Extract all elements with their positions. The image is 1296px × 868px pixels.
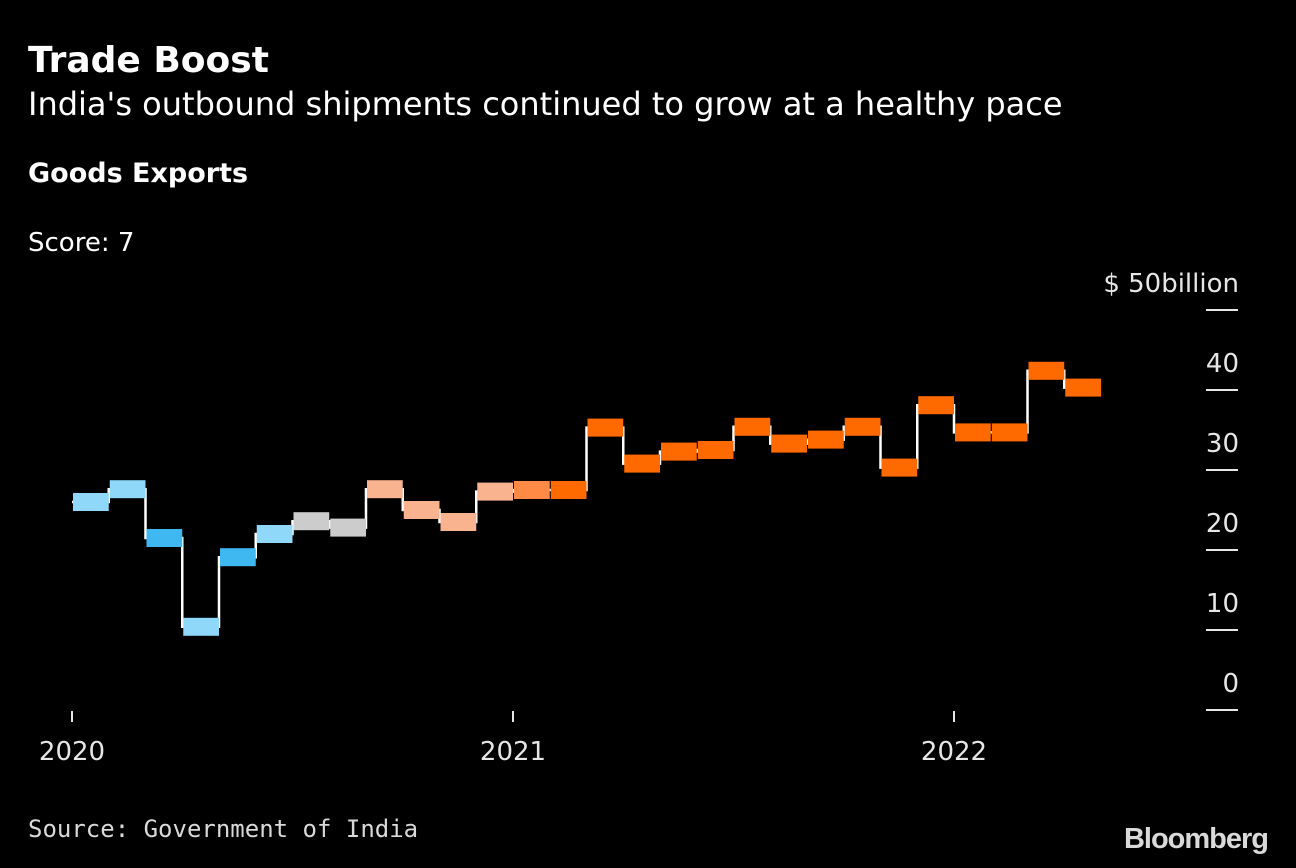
bloomberg-logo: Bloomberg bbox=[1123, 823, 1269, 855]
data-bar-2020-06 bbox=[256, 525, 293, 543]
data-bar-2020-04 bbox=[183, 617, 219, 636]
y-tick-label-50: $ 50billion bbox=[1103, 269, 1239, 299]
data-bar-2021-07 bbox=[734, 417, 771, 436]
data-bar-2020-05 bbox=[220, 548, 256, 567]
data-bar-2022-01 bbox=[955, 423, 991, 442]
score-label: Score: 7 bbox=[28, 228, 135, 258]
data-bar-2022-03 bbox=[1028, 361, 1065, 380]
data-bar-2022-02 bbox=[991, 423, 1028, 442]
data-bar-2020-10 bbox=[403, 501, 440, 519]
data-bar-2020-02 bbox=[109, 480, 146, 499]
data-bar-2020-09 bbox=[367, 480, 403, 499]
data-bar-2021-03 bbox=[587, 418, 624, 437]
chart-subtitle: India's outbound shipments continued to … bbox=[28, 85, 1063, 123]
x-axis: 2020 2021 2022 bbox=[39, 711, 987, 767]
y-tick-label-0: 0 bbox=[1222, 669, 1239, 699]
chart-title: Trade Boost bbox=[28, 40, 269, 81]
y-axis: 0 10 20 30 40 $ 50billion bbox=[1103, 269, 1239, 711]
x-tick-label-2021: 2021 bbox=[480, 737, 546, 767]
y-tick-label-10: 10 bbox=[1206, 589, 1239, 619]
data-bar-2020-07 bbox=[293, 512, 330, 531]
data-bar-2021-09 bbox=[808, 430, 844, 449]
data-bar-2020-03 bbox=[146, 529, 183, 547]
data-bar-2021-01 bbox=[514, 481, 550, 499]
data-bar-2022-04 bbox=[1065, 378, 1101, 397]
data-bars bbox=[73, 361, 1101, 636]
data-bar-2021-06 bbox=[697, 441, 734, 459]
data-bar-2020-08 bbox=[330, 518, 366, 537]
x-tick-label-2020: 2020 bbox=[39, 737, 105, 767]
data-bar-2021-10 bbox=[844, 417, 881, 436]
data-bar-2021-05 bbox=[661, 442, 697, 461]
y-tick-label-30: 30 bbox=[1206, 429, 1239, 459]
chart-series-label: Goods Exports bbox=[28, 158, 249, 189]
data-bar-2021-02 bbox=[550, 481, 587, 499]
y-tick-label-40: 40 bbox=[1206, 349, 1239, 379]
data-bar-2021-04 bbox=[624, 454, 660, 473]
data-bar-2020-12 bbox=[477, 482, 513, 501]
source-note: Source: Government of India bbox=[28, 815, 419, 843]
data-bar-2021-11 bbox=[881, 458, 918, 477]
x-tick-label-2022: 2022 bbox=[921, 737, 987, 767]
data-bar-2021-08 bbox=[771, 434, 807, 453]
data-bar-2020-11 bbox=[440, 513, 477, 531]
y-tick-label-20: 20 bbox=[1206, 509, 1239, 539]
data-bar-2021-12 bbox=[918, 396, 954, 415]
data-bar-2020-01 bbox=[73, 493, 109, 511]
